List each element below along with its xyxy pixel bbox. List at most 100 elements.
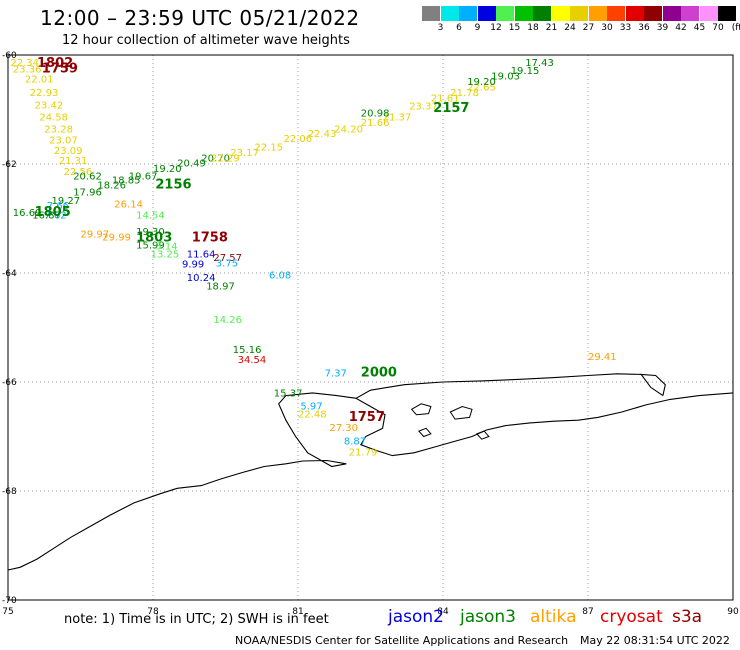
wave-height-label: 16.69 xyxy=(13,208,42,219)
latitude-tick-label: -66 xyxy=(2,378,17,388)
wave-height-label: 21.79 xyxy=(349,448,378,459)
ice-shelf-edge xyxy=(641,373,666,396)
legend-s3a: s3a xyxy=(672,607,703,627)
legend-jason2: jason2 xyxy=(388,607,444,627)
colorbar-swatch xyxy=(570,6,588,21)
wave-height-label: 23.17 xyxy=(230,148,259,159)
colorbar-swatch xyxy=(588,6,607,21)
wave-height-label: 24.58 xyxy=(39,112,68,123)
wave-height-label: 5.97 xyxy=(300,401,322,412)
wave-height-label: 21.37 xyxy=(383,112,412,123)
pass-time-label: 2000 xyxy=(361,366,397,381)
wave-height-label: 23.36 xyxy=(13,64,42,75)
pass-time-label: 1805 xyxy=(35,205,71,220)
longitude-tick-label: 87 xyxy=(582,607,593,617)
colorbar-swatch xyxy=(440,6,459,21)
generated-timestamp: May 22 08:31:54 UTC 2022 xyxy=(580,634,730,647)
wave-height-label: 34.54 xyxy=(238,355,267,366)
wave-height-label: 19.67 xyxy=(129,171,158,182)
wave-height-label: 7.62 xyxy=(44,211,66,222)
wave-height-label: 19.03 xyxy=(491,72,520,83)
colorbar-tick-label: 70 xyxy=(712,23,724,33)
footnote: note: 1) Time is in UTC; 2) SWH is in fe… xyxy=(64,612,329,627)
island-outline xyxy=(417,427,432,438)
wave-height-label: 19.27 xyxy=(52,196,81,207)
credit-line: NOAA/NESDIS Center for Satellite Applica… xyxy=(235,634,569,647)
colorbar-tick-label: 6 xyxy=(456,23,462,33)
wave-height-label: 15.99 xyxy=(136,241,165,252)
wave-height-label: 23.37 xyxy=(409,102,438,113)
wave-height-label: 18.26 xyxy=(97,181,126,192)
wave-height-label: 21.78 xyxy=(450,88,479,99)
legend-cryosat: cryosat xyxy=(600,607,663,627)
pass-time-label: 1758 xyxy=(192,230,228,245)
colorbar-swatch xyxy=(625,6,644,21)
colorbar-swatch xyxy=(718,6,736,21)
wave-height-label: 23.42 xyxy=(35,100,64,111)
legend-altika: altika xyxy=(530,607,577,627)
colorbar-swatch xyxy=(662,6,681,21)
wave-height-label: 15.37 xyxy=(274,389,303,400)
wave-height-label: 14.26 xyxy=(213,315,242,326)
wave-height-label: 20.49 xyxy=(177,159,206,170)
wave-height-label: 22.56 xyxy=(64,167,93,178)
wave-height-label: 3.14 xyxy=(155,242,177,253)
latitude-tick-label: -62 xyxy=(2,160,17,170)
wave-height-label: 19.30 xyxy=(136,227,165,238)
wave-height-label: 22.34 xyxy=(10,58,39,69)
colorbar-unit: (ft) xyxy=(731,23,740,33)
colorbar-swatch xyxy=(699,6,718,21)
colorbar-tick-label: 3 xyxy=(437,23,444,33)
colorbar-tick-label: 42 xyxy=(675,23,687,33)
wave-height-label: 26.14 xyxy=(114,200,143,211)
wave-height-label: 19.15 xyxy=(511,66,540,77)
wave-height-label: 16.87 xyxy=(32,211,61,222)
ice-shelf-edge xyxy=(355,373,664,399)
colorbar-tick-label: 18 xyxy=(527,23,539,33)
wave-height-label: 21.66 xyxy=(361,118,390,129)
wave-height-label: 22.06 xyxy=(284,134,313,145)
wave-height-label: 15.16 xyxy=(233,345,262,356)
wave-height-label: 18.97 xyxy=(206,281,235,292)
wave-height-label: 21.31 xyxy=(59,156,88,167)
wave-height-label: 19.20 xyxy=(467,77,496,88)
legend-jason3: jason3 xyxy=(460,607,516,627)
wave-height-label: 20.70 xyxy=(201,153,230,164)
island-outline xyxy=(449,405,473,420)
wave-height-label: 6.08 xyxy=(269,270,291,281)
wave-height-label: 17.43 xyxy=(525,58,554,69)
wave-height-label: 22.43 xyxy=(308,129,337,140)
colorbar-tick-label: 12 xyxy=(490,23,502,33)
wave-height-label: 13.25 xyxy=(151,250,180,261)
colorbar-swatch xyxy=(422,6,440,21)
colorbar-tick-label: 21 xyxy=(545,23,558,33)
map-frame xyxy=(7,54,734,601)
longitude-tick-label: 78 xyxy=(147,607,159,617)
antarctic-coastline xyxy=(7,373,734,571)
map-gridlines xyxy=(7,54,734,601)
wave-height-label: 22.29 xyxy=(211,153,240,164)
wave-height-label: 22.65 xyxy=(467,82,496,93)
wave-height-label: 19.20 xyxy=(153,164,182,175)
wave-height-label: 23.28 xyxy=(44,124,73,135)
pass-time-label: 1757 xyxy=(349,410,385,425)
wave-height-label: 29.97 xyxy=(81,230,110,241)
colorbar-tick-label: 27 xyxy=(582,23,595,33)
colorbar-tick-label: 15 xyxy=(508,23,521,33)
colorbar-swatch xyxy=(551,6,570,21)
wave-height-label: 27.57 xyxy=(213,253,242,264)
pass-time-label: 2157 xyxy=(433,101,469,116)
wave-height-label: 22.15 xyxy=(255,142,284,153)
colorbar-swatch xyxy=(477,6,496,21)
wave-height-label: 3.75 xyxy=(216,259,238,270)
wave-height-label: 22.48 xyxy=(298,409,327,420)
colorbar-tick-label: 36 xyxy=(638,23,650,33)
latitude-tick-label: -70 xyxy=(2,596,17,606)
wave-height-label: 20.98 xyxy=(361,109,390,120)
longitude-tick-label: 84 xyxy=(437,607,449,617)
wave-height-label: 27.30 xyxy=(329,423,358,434)
colorbar-swatch xyxy=(607,6,625,21)
wave-height-label: 29.41 xyxy=(588,352,617,363)
colorbar-tick-label: 45 xyxy=(693,23,706,33)
colorbar-tick-label: 9 xyxy=(474,23,481,33)
